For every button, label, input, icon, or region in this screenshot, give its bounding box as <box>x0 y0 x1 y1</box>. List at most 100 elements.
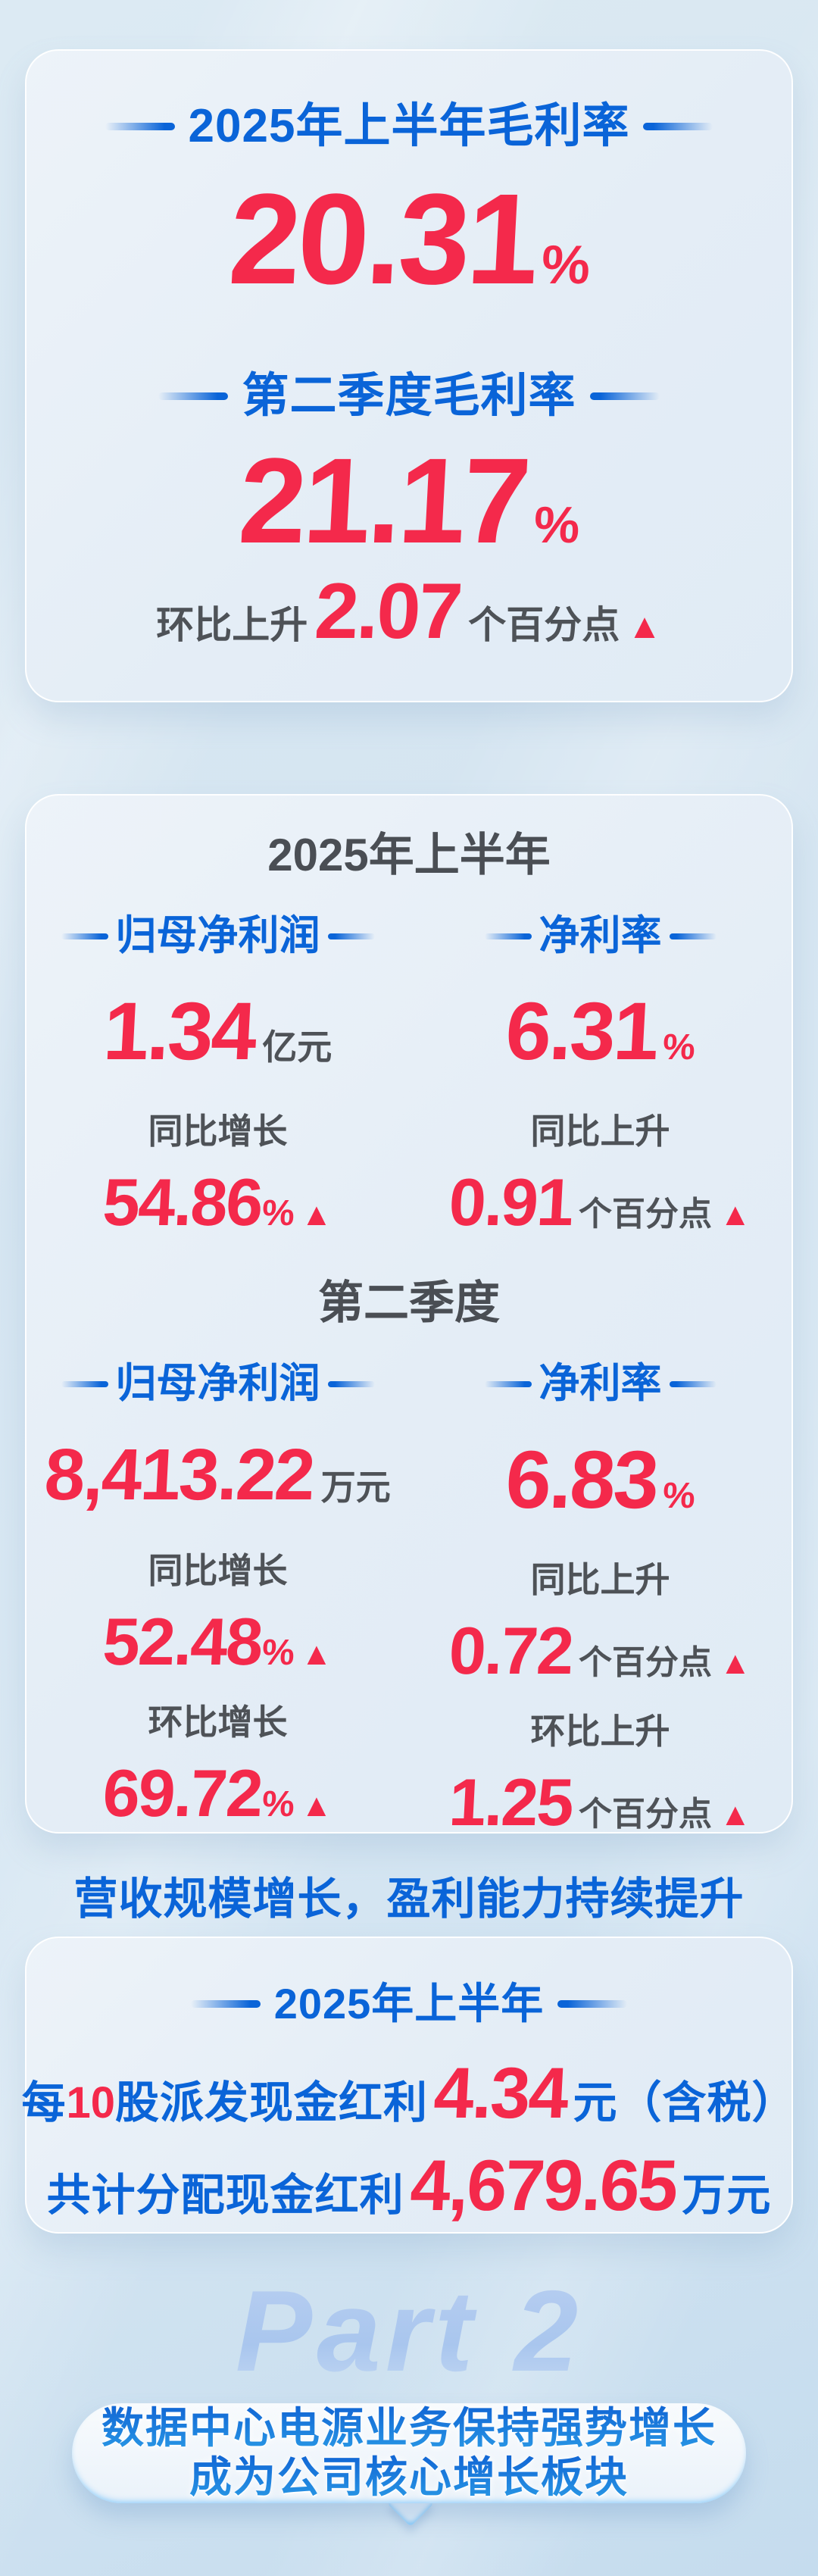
delta-suffix: 个百分点 <box>468 604 620 647</box>
h1-section-title: 2025年上半年 <box>267 830 551 880</box>
up-triangle-icon: ▲ <box>719 1796 751 1832</box>
up-triangle-icon: ▲ <box>301 1787 333 1823</box>
part2-watermark: Part 2 <box>0 2265 818 2398</box>
title-dash-left <box>190 1999 261 2008</box>
sub-value-number: 52.48 <box>101 1603 264 1679</box>
sub-value-number: 0.91 <box>447 1165 575 1240</box>
sub-value: 0.91 个百分点 ▲ <box>447 1165 751 1240</box>
col-title: 归母净利润 <box>115 913 320 958</box>
sub-value: 69.72 % ▲ <box>101 1755 333 1830</box>
sub-label: 同比增长 <box>148 1111 288 1152</box>
sub-label: 同比上升 <box>530 1111 670 1152</box>
value-number: 6.83 <box>503 1433 660 1525</box>
col-title: 归母净利润 <box>115 1361 320 1407</box>
bubble-headline-line1: 数据中心电源业务保持强势增长 <box>101 2404 717 2453</box>
h1-net-profit-value: 1.34 亿元 <box>101 985 333 1077</box>
q2-gross-margin-title: 第二季度毛利率 <box>242 370 576 423</box>
dividend-title: 2025年上半年 <box>273 1980 545 2027</box>
q2-gross-margin-delta: 环比上升 2.07 个百分点 ▲ <box>156 567 662 656</box>
value-number: 1.34 <box>101 985 258 1077</box>
col-title-row: 净利率 <box>484 913 717 958</box>
sub-label: 环比上升 <box>530 1711 670 1751</box>
q2-gross-margin-title-row: 第二季度毛利率 <box>158 370 660 423</box>
up-triangle-icon: ▲ <box>719 1644 751 1680</box>
title-dash-right <box>327 1381 375 1388</box>
q2-net-margin-value: 6.83 % <box>503 1433 696 1525</box>
title-dash-left <box>484 933 532 939</box>
sub-value: 52.48 % ▲ <box>101 1603 333 1679</box>
dividend-card: 2025年上半年 每 10 股派发现金红利 4.34 元（含税） 共计分配现金红… <box>22 1937 795 2234</box>
q2-section-title: 第二季度 <box>318 1277 500 1329</box>
line-unit: 元（含税） <box>573 2077 797 2127</box>
gross-margin-card: 2025年上半年毛利率 20.31 % 第二季度毛利率 21.17 % 环比上升… <box>25 49 793 702</box>
col-title-row: 归母净利润 <box>61 913 375 958</box>
dividend-total-number: 4,679.65 <box>407 2145 679 2226</box>
speech-bubble: 数据中心电源业务保持强势增长 成为公司核心增长板块 <box>72 2403 746 2503</box>
title-dash-right <box>327 933 375 939</box>
sub-value-number: 1.25 <box>447 1764 575 1840</box>
title-dash-right <box>669 1381 717 1388</box>
dividend-per-share-number: 4.34 <box>432 2052 570 2134</box>
sub-value-number: 69.72 <box>101 1755 264 1830</box>
up-triangle-icon: ▲ <box>627 606 662 646</box>
line-text: 股派发现金红利 <box>115 2077 429 2127</box>
q2-net-profit-value: 8,413.22 万元 <box>42 1433 391 1515</box>
h1-gross-margin-value: 20.31 % <box>225 167 591 312</box>
part2-section: Part 2 数据中心电源业务保持强势增长 成为公司核心增长板块 <box>0 2243 818 2576</box>
percent-sign: % <box>662 1027 696 1068</box>
percent-sign: % <box>532 496 580 555</box>
line-unit: 万元 <box>682 2170 772 2220</box>
bubble-headline-line2: 成为公司核心增长板块 <box>189 2453 629 2501</box>
h1-net-margin-value: 6.31 % <box>503 985 696 1077</box>
value-number: 6.31 <box>503 985 660 1077</box>
percent-sign: % <box>539 235 591 296</box>
value-unit: 亿元 <box>262 1027 333 1068</box>
h1-stat-grid: 归母净利润 1.34 亿元 同比增长 54.86 % ▲ 净利率 <box>27 880 791 1240</box>
up-triangle-icon: ▲ <box>301 1635 333 1671</box>
up-triangle-icon: ▲ <box>301 1196 333 1233</box>
title-dash-right <box>669 933 717 939</box>
title-dash-right <box>557 1999 628 2008</box>
sub-value: 0.72 个百分点 ▲ <box>447 1612 751 1688</box>
q2-net-profit-col: 归母净利润 8,413.22 万元 同比增长 52.48 % ▲ 环比增长 69… <box>27 1328 409 1835</box>
title-dash-right <box>643 123 713 131</box>
sub-label: 同比增长 <box>148 1550 288 1590</box>
col-title-row: 归母净利润 <box>61 1361 375 1406</box>
q2-net-margin-col: 净利率 6.83 % 同比上升 0.72 个百分点 ▲ 环比上升 1.25 <box>409 1328 791 1840</box>
line-text: 共计分配现金红利 <box>46 2170 404 2220</box>
delta-number: 2.07 <box>313 567 464 656</box>
percent-sign: % <box>261 1193 295 1234</box>
h1-gross-margin-title-row: 2025年上半年毛利率 <box>105 100 713 152</box>
title-dash-left <box>484 1381 532 1388</box>
sub-label: 环比增长 <box>148 1702 288 1742</box>
sub-value-unit: 个百分点 <box>578 1196 712 1233</box>
dividend-per-share-line: 每 10 股派发现金红利 4.34 元（含税） <box>22 2052 797 2134</box>
h1-gross-margin-number: 20.31 <box>225 167 539 312</box>
sub-label: 同比上升 <box>530 1559 670 1599</box>
up-triangle-icon: ▲ <box>719 1196 751 1233</box>
net-profit-card: 2025年上半年 归母净利润 1.34 亿元 同比增长 54.86 % ▲ <box>25 794 793 1924</box>
value-unit: 万元 <box>320 1467 391 1507</box>
value-number: 8,413.22 <box>42 1433 316 1515</box>
q2-gross-margin-number: 21.17 <box>236 433 532 569</box>
sub-value-unit: 个百分点 <box>578 1643 712 1681</box>
title-dash-left <box>61 933 108 939</box>
percent-sign: % <box>662 1475 696 1516</box>
title-dash-right <box>589 392 660 401</box>
sub-value-unit: 个百分点 <box>578 1795 712 1833</box>
sub-value: 54.86 % ▲ <box>101 1165 333 1240</box>
sub-value: 1.25 个百分点 ▲ <box>447 1764 751 1840</box>
sub-value-number: 0.72 <box>447 1612 575 1688</box>
sub-value-number: 54.86 <box>101 1165 264 1240</box>
title-dash-left <box>105 123 175 131</box>
h1-net-margin-col: 净利率 6.31 % 同比上升 0.91 个百分点 ▲ <box>409 880 791 1240</box>
title-dash-left <box>158 392 229 401</box>
col-title: 净利率 <box>539 913 662 958</box>
title-dash-left <box>61 1381 108 1388</box>
dividend-total-line: 共计分配现金红利 4,679.65 万元 <box>46 2145 772 2226</box>
h1-net-profit-col: 归母净利润 1.34 亿元 同比增长 54.86 % ▲ <box>27 880 409 1240</box>
share-count-number: 10 <box>66 2077 116 2127</box>
q2-stat-grid: 归母净利润 8,413.22 万元 同比增长 52.48 % ▲ 环比增长 69… <box>27 1328 791 1840</box>
h1-gross-margin-title: 2025年上半年毛利率 <box>188 100 630 152</box>
